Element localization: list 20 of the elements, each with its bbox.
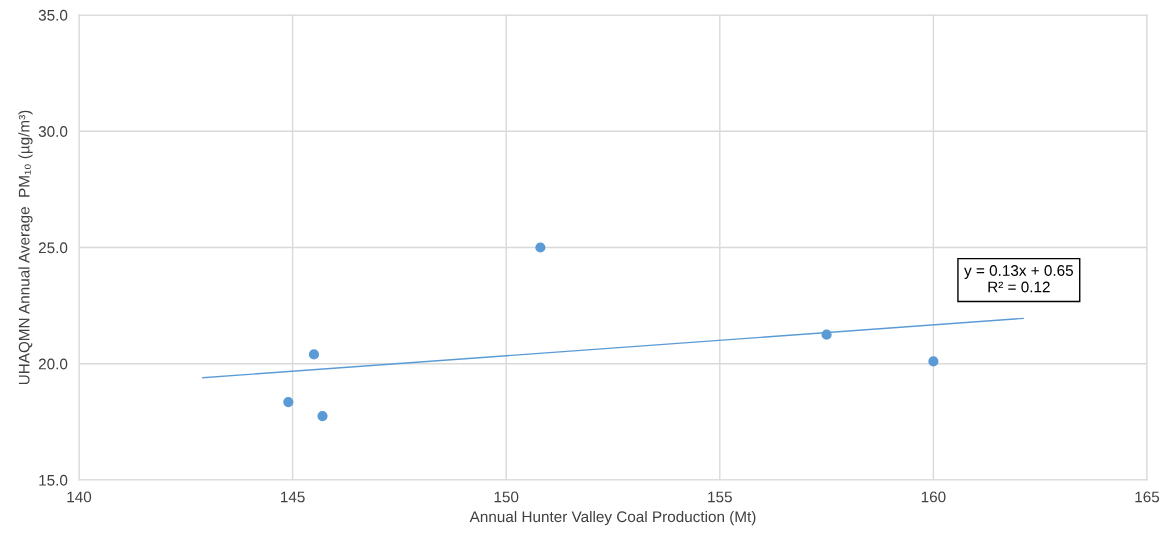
- x-axis-title: Annual Hunter Valley Coal Production (Mt): [469, 510, 756, 526]
- y-tick-label: 30.0: [38, 126, 68, 137]
- y-tick-label: 15.0: [39, 474, 68, 486]
- x-tick-label: 155: [708, 491, 732, 503]
- y-tick-label: 35.0: [38, 9, 68, 21]
- x-tick-label: 140: [67, 491, 92, 503]
- x-tick-label: 165: [1135, 491, 1160, 503]
- point: [317, 410, 328, 422]
- y-axis-title: UHAQMN Annual Average PM₁₀ (µg/m³): [18, 110, 33, 385]
- point: [283, 397, 294, 408]
- x-tick-label: 160: [921, 491, 946, 503]
- y-tick-label: 20.0: [38, 358, 68, 370]
- annotation: y = 0.13x + 0.65 R² = 0.12: [964, 265, 1073, 293]
- y-tick-label: 25.0: [38, 242, 68, 254]
- x-tick-label: 145: [281, 491, 305, 503]
- point: [928, 356, 939, 367]
- point: [535, 242, 546, 253]
- point: [821, 329, 832, 340]
- x-tick-label: 150: [494, 491, 519, 503]
- point: [308, 349, 320, 360]
